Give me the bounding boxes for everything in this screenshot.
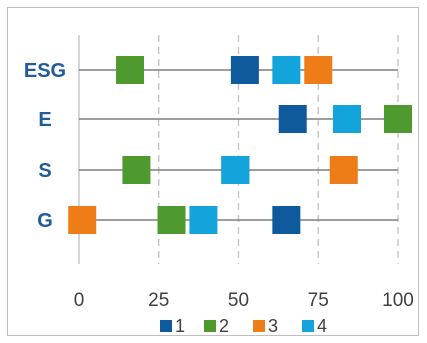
marker-series-2-esg: [116, 56, 145, 84]
marker-series-4-g: [189, 206, 218, 234]
marker-series-2-g: [157, 206, 186, 234]
marker-series-3-esg: [304, 56, 333, 84]
legend-swatch-4: [302, 320, 314, 332]
legend-swatch-1: [160, 320, 172, 332]
marker-series-4-e: [332, 105, 361, 133]
marker-series-4-s: [221, 156, 250, 184]
legend-label-4: 4: [317, 316, 327, 336]
marker-series-1-esg: [230, 56, 259, 84]
legend: 1 2 3 4: [160, 316, 327, 336]
category-label-esg: ESG: [24, 60, 66, 82]
legend-swatch-2: [204, 320, 216, 332]
marker-series-3-s: [329, 156, 358, 184]
x-tick-label-75: 75: [308, 290, 329, 311]
data-marks: [68, 56, 412, 234]
category-label-e: E: [38, 109, 51, 131]
category-label-s: S: [38, 160, 51, 182]
legend-swatch-3: [253, 320, 265, 332]
x-tick-label-0: 0: [74, 290, 85, 311]
category-label-g: G: [37, 210, 53, 232]
marker-series-2-s: [122, 156, 151, 184]
legend-label-1: 1: [175, 316, 185, 336]
x-tick-label-50: 50: [228, 290, 249, 311]
legend-label-3: 3: [268, 316, 278, 336]
marker-series-1-e: [278, 105, 307, 133]
x-tick-label-25: 25: [148, 290, 169, 311]
marker-series-1-g: [272, 206, 301, 234]
x-tick-label-100: 100: [382, 290, 414, 311]
marker-series-3-g: [68, 206, 97, 234]
marker-series-2-e: [384, 105, 412, 133]
marker-series-4-esg: [272, 56, 301, 84]
legend-label-2: 2: [219, 316, 229, 336]
